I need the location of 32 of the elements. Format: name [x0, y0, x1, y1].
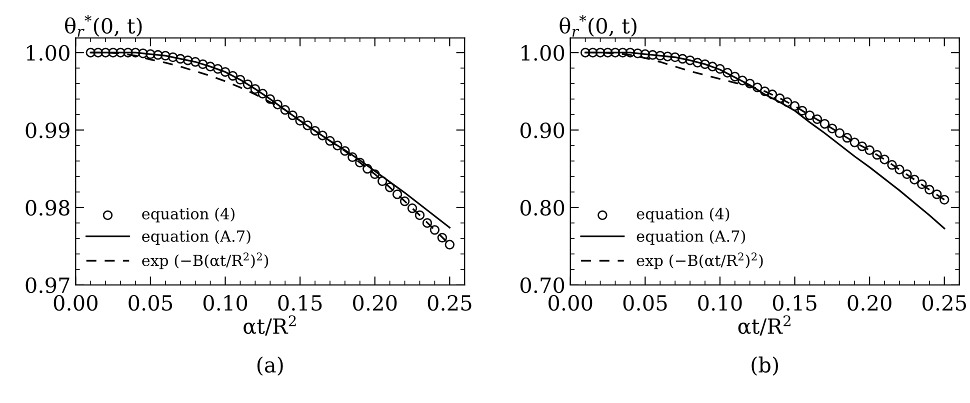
x-axis-title: αt/R$^{2}$	[738, 315, 790, 336]
y-tick-label: 0.70	[520, 277, 564, 294]
y-tick-label: 0.97	[26, 277, 70, 294]
x-axis-title: αt/R$^{2}$	[244, 315, 296, 336]
x-tick-label: 0.20	[848, 295, 892, 311]
x-tick-label: 0.25	[922, 295, 966, 311]
x-tick-label: 0.15	[278, 295, 322, 311]
text: (a)	[257, 356, 283, 376]
x-tick-label: 0.25	[428, 295, 472, 311]
legend-label: equation (A.7)	[142, 230, 250, 245]
legend-label: exp (−B(αt/R$^{2}$)$^{2}$)	[142, 252, 268, 270]
y-tick-label: 1.00	[26, 45, 70, 61]
x-tick-label: 0.10	[698, 295, 742, 311]
y-tick-label: 0.80	[520, 200, 564, 216]
text: (b)	[752, 356, 778, 376]
legend-label: equation (4)	[636, 208, 730, 222]
x-tick-label: 0.05	[623, 295, 667, 311]
legend-label: equation (4)	[142, 208, 234, 222]
legend-label: equation (A.7)	[636, 230, 746, 245]
x-tick-label: 0.15	[772, 295, 816, 311]
x-tick-label: 0.20	[353, 295, 397, 311]
y-tick-label: 0.90	[520, 122, 564, 138]
x-tick-label: 0.00	[54, 295, 98, 311]
y-tick-label: 0.98	[26, 200, 70, 216]
x-tick-label: 0.05	[128, 295, 172, 311]
x-tick-label: 0.00	[548, 295, 592, 311]
x-tick-label: 0.10	[203, 295, 248, 311]
y-axis-title: θ$_{r}$$^{*}$(0, t)	[560, 15, 636, 37]
y-axis-title: θ$_{r}$$^{*}$(0, t)	[65, 15, 142, 37]
legend-label: exp (−B(αt/R$^{2}$)$^{2}$)	[636, 252, 763, 270]
y-tick-label: 1.00	[522, 45, 564, 61]
y-tick-label: 0.99	[26, 122, 70, 138]
